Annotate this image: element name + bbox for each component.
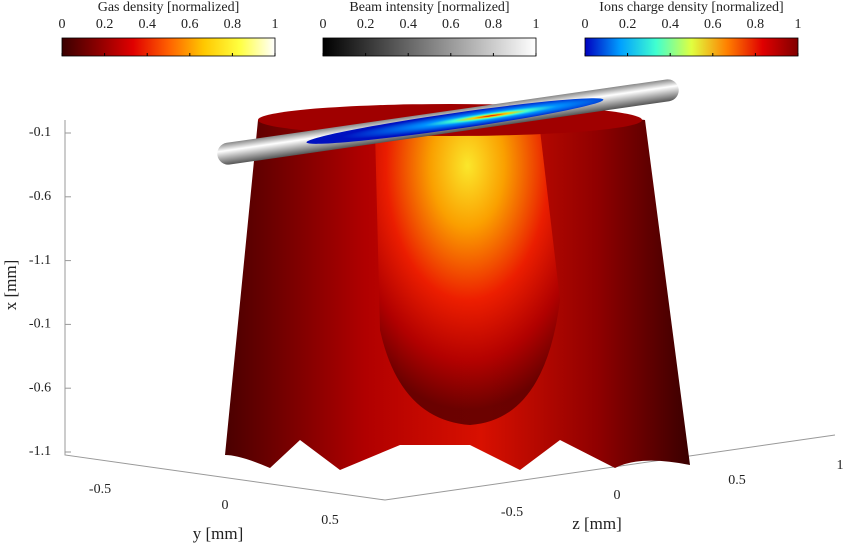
x-tick-label: -0.1 (29, 317, 51, 332)
colorbar (584, 37, 799, 57)
x-tick-label: -0.1 (29, 125, 51, 140)
colorbar-tick-label: 0 (320, 17, 327, 32)
colorbar (322, 37, 537, 57)
x-tick-label: -1.1 (29, 253, 51, 268)
z-axis-label: z [mm] (572, 514, 622, 533)
colorbar (61, 37, 276, 57)
colorbar-tick-label: 0 (582, 17, 589, 32)
colorbar-tick-label: 0.8 (224, 17, 242, 32)
x-tick-label: -0.6 (29, 380, 51, 395)
colorbar-tick-label: 0.6 (442, 17, 460, 32)
beam-tube (217, 79, 679, 165)
colorbar-tick-label: 0.8 (485, 17, 503, 32)
x-axis-label: x [mm] (1, 260, 20, 311)
x-tick-label: -0.6 (29, 189, 51, 204)
colorbar-tick-label: 0.2 (96, 17, 114, 32)
colorbar-tick-label: 1 (795, 17, 802, 32)
colorbar-tick-label: 0.2 (357, 17, 375, 32)
colorbar-label: Beam intensity [normalized] (349, 0, 509, 15)
y-tick-label: 0.5 (321, 513, 339, 528)
colorbar-tick-label: 0 (59, 17, 66, 32)
colorbar-label: Ions charge density [normalized] (599, 0, 783, 15)
colorbar-tick-label: 0.4 (661, 17, 679, 32)
colorbar-tick-label: 1 (272, 17, 279, 32)
z-tick-label: 0.5 (728, 473, 746, 488)
y-tick-label: 0 (222, 498, 229, 513)
y-tick-label: -0.5 (89, 482, 111, 497)
z-tick-label: 0 (614, 488, 621, 503)
colorbar-tick-label: 0.8 (747, 17, 765, 32)
colorbar-tick-label: 0.2 (619, 17, 637, 32)
x-tick-label: -1.1 (29, 444, 51, 459)
z-tick-label: -0.5 (501, 505, 523, 520)
colorbar-label: Gas density [normalized] (98, 0, 240, 15)
gas-surface (225, 104, 690, 470)
colorbar-tick-label: 0.6 (181, 17, 199, 32)
colorbar-tick-label: 1 (533, 17, 540, 32)
z-tick-label: 1 (837, 458, 844, 473)
colorbar-tick-label: 0.4 (399, 17, 417, 32)
colorbar-tick-label: 0.6 (704, 17, 722, 32)
colorbar-tick-label: 0.4 (138, 17, 156, 32)
y-axis-label: y [mm] (193, 524, 244, 543)
axes-frame (64, 120, 836, 501)
